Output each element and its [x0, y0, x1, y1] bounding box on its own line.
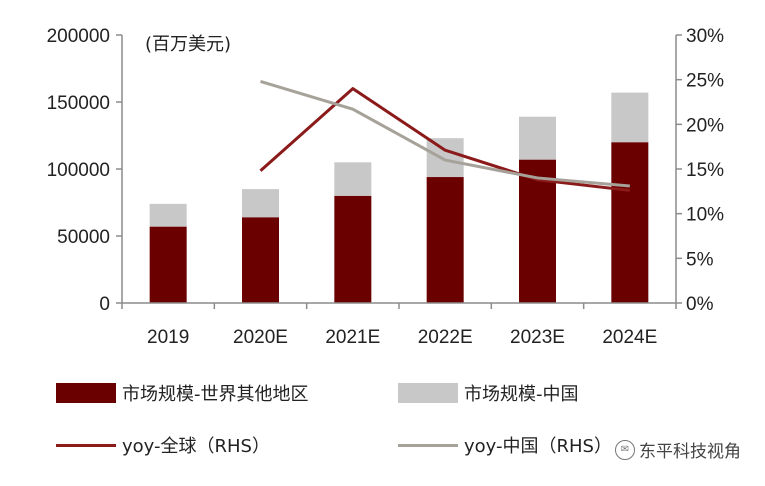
x-tick-label: 2020E [233, 327, 288, 348]
right-tick-label: 20% [686, 115, 724, 136]
bar-china [611, 92, 649, 143]
lines-group [259, 80, 631, 192]
x-tick-label: 2023E [510, 327, 565, 348]
left-tick-label: 150000 [47, 93, 110, 114]
legend-swatch-china [398, 383, 458, 403]
legend-swatch-yoy-global [56, 443, 116, 447]
legend-yoy-china: yoy-中国（RHS） [398, 432, 612, 458]
x-tick-label: 2019 [147, 327, 189, 348]
right-tick-label: 10% [686, 205, 724, 226]
bars-group [149, 92, 649, 303]
left-tick-label: 0 [99, 294, 110, 315]
x-tick-label: 2021E [325, 327, 380, 348]
bar-china [426, 138, 464, 178]
legend-swatch-yoy-china [398, 443, 458, 447]
bar-rest-of-world [519, 159, 556, 303]
right-tick-label: 5% [686, 249, 714, 270]
bar-china [519, 116, 556, 160]
bar-rest-of-world [426, 177, 464, 303]
right-tick-label: 25% [686, 71, 724, 92]
watermark: ✉ 东平科技视角 [615, 437, 741, 462]
axes-group: 0 50000 100000 150000 200000 0% 5% 10% 15% 20% 25%… [47, 26, 725, 348]
bar-china [149, 203, 187, 227]
watermark-text: 东平科技视角 [639, 442, 741, 462]
legend-label-yoy-global: yoy-全球（RHS） [122, 436, 270, 457]
wechat-icon: ✉ [615, 439, 635, 460]
left-tick-label: 100000 [47, 160, 110, 181]
legend-china: 市场规模-中国 [398, 380, 579, 406]
bar-rest-of-world [334, 195, 372, 303]
bar-rest-of-world [149, 226, 187, 303]
right-tick-label: 15% [686, 160, 724, 181]
legend-label-china: 市场规模-中国 [464, 384, 579, 405]
x-tick-label: 2024E [602, 327, 657, 348]
line-yoy-global [259, 87, 631, 192]
x-tick-label: 2022E [418, 327, 473, 348]
bar-rest-of-world [242, 217, 279, 303]
right-tick-label: 0% [686, 294, 714, 315]
left-tick-label: 50000 [57, 227, 110, 248]
bar-rest-of-world [611, 142, 649, 303]
legend-label-rest-of-world: 市场规模-世界其他地区 [122, 384, 309, 405]
unit-label: (百万美元) [145, 34, 231, 55]
bar-china [242, 189, 279, 218]
line-yoy-china [260, 80, 630, 188]
legend-yoy-global: yoy-全球（RHS） [56, 432, 270, 458]
legend-swatch-rest-of-world [56, 383, 116, 403]
legend-label-yoy-china: yoy-中国（RHS） [464, 436, 612, 457]
legend-rest-of-world: 市场规模-世界其他地区 [56, 380, 309, 406]
right-tick-label: 30% [686, 26, 724, 47]
left-tick-label: 200000 [47, 26, 110, 47]
bar-china [334, 162, 372, 196]
